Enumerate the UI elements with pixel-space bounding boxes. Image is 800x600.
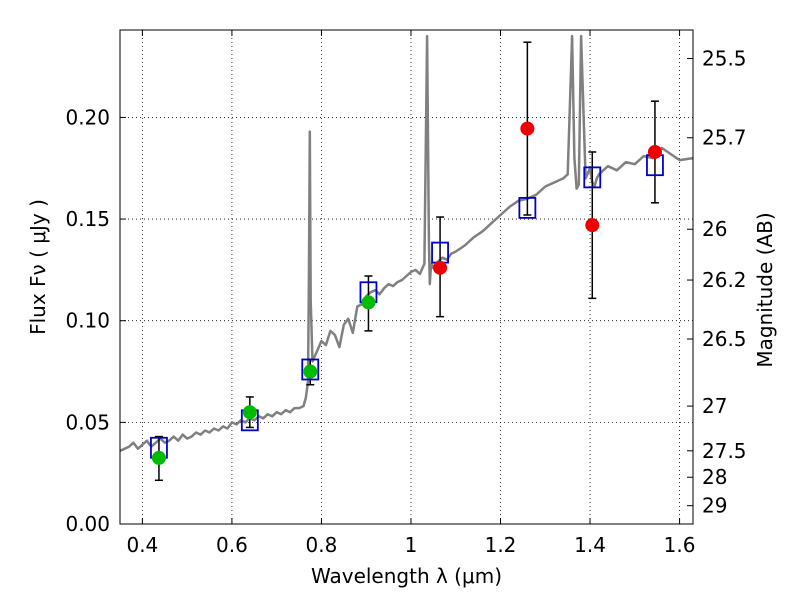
- plot-frame: [119, 29, 694, 525]
- observed-points: [151, 121, 662, 465]
- y-tick-label: 0.15: [65, 207, 110, 231]
- y-tick-label: 0.05: [65, 410, 110, 434]
- x-tick-label: 0.8: [306, 533, 338, 557]
- observed-point: [151, 450, 166, 465]
- observed-point: [361, 295, 376, 310]
- x-tick-label: 1.6: [664, 533, 696, 557]
- y-axis-label-left: Flux Fν ( μJy ): [26, 199, 50, 335]
- magnitude-tick-label: 26.2: [702, 268, 747, 292]
- model-box: [301, 358, 320, 381]
- observed-point: [585, 218, 600, 233]
- observed-point: [303, 364, 318, 379]
- magnitude-tick-label: 25.5: [702, 46, 747, 70]
- model-photometry-boxes: [150, 154, 664, 459]
- observed-point: [647, 144, 662, 159]
- y-tick-label: 0.00: [65, 512, 110, 536]
- ticks: 0.4 0.6 0.8 1 1.2 1.4 1.6 0.00 0.05 0.10 0.15 0.20 2…: [65, 30, 747, 557]
- x-tick-label: 0.6: [216, 533, 248, 557]
- observed-point: [242, 405, 257, 420]
- model-spectrum: [119, 34, 694, 452]
- magnitude-tick-label: 25.7: [702, 126, 747, 150]
- y-tick-label: 0.10: [65, 309, 110, 333]
- observed-point: [433, 260, 448, 275]
- spectrum-line: [119, 34, 694, 452]
- x-tick-label: 1: [405, 533, 418, 557]
- magnitude-tick-label: 27: [702, 394, 727, 418]
- magnitude-tick-label: 27.5: [702, 439, 747, 463]
- magnitude-tick-label: 28: [702, 465, 727, 489]
- magnitude-tick-label: 26.5: [702, 327, 747, 351]
- model-box: [583, 166, 602, 189]
- magnitude-tick-label: 29: [702, 494, 727, 518]
- x-tick-label: 1.2: [485, 533, 517, 557]
- magnitude-tick-label: 26: [702, 217, 727, 241]
- x-tick-label: 0.4: [126, 533, 158, 557]
- x-axis-label: Wavelength λ (μm): [311, 564, 502, 588]
- model-box: [518, 196, 537, 219]
- observed-point: [520, 121, 535, 136]
- y-axis-label-right: Magnitude (AB): [753, 212, 777, 367]
- x-tick-label: 1.4: [574, 533, 606, 557]
- y-tick-label: 0.20: [65, 105, 110, 129]
